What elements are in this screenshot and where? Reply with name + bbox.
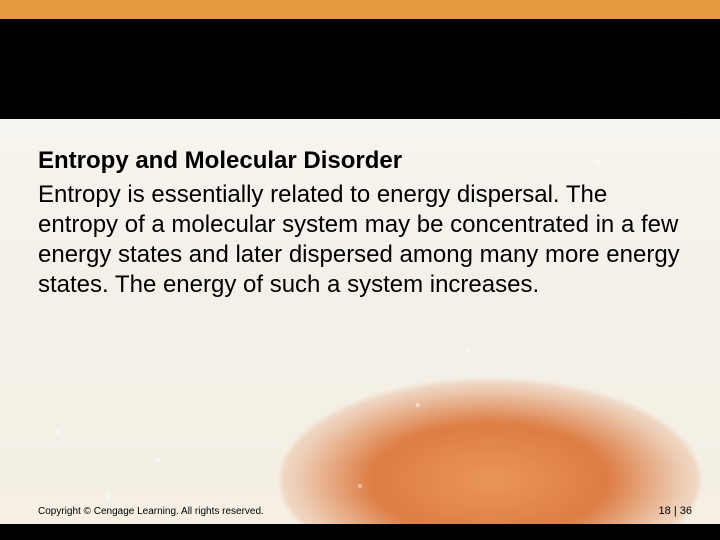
title-black-band (0, 19, 720, 119)
footer: Copyright © Cengage Learning. All rights… (0, 497, 720, 517)
page-number: 18 | 36 (659, 505, 692, 517)
slide: Entropy and Molecular Disorder Entropy i… (0, 0, 720, 540)
top-accent-bar (0, 0, 720, 19)
content-area: Entropy and Molecular Disorder Entropy i… (38, 146, 682, 300)
slide-heading: Entropy and Molecular Disorder (38, 146, 682, 176)
bottom-black-bar (0, 524, 720, 540)
slide-body-text: Entropy is essentially related to energy… (38, 180, 682, 300)
copyright-text: Copyright © Cengage Learning. All rights… (38, 506, 264, 517)
